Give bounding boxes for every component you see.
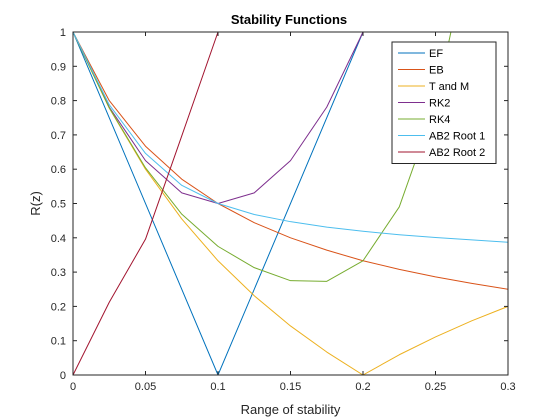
y-tick-label: 0.3 (51, 267, 66, 279)
legend-label: EB (429, 65, 444, 77)
series-layer (73, 32, 508, 375)
x-tick-label: 0.1 (210, 381, 225, 393)
legend-label: RK2 (429, 98, 450, 110)
chart-title: Stability Functions (231, 12, 347, 27)
x-tick-label: 0.15 (280, 381, 301, 393)
y-tick-label: 0.5 (51, 199, 66, 211)
x-tick-label: 0.05 (135, 381, 156, 393)
x-axis-label: Range of stability (241, 402, 341, 417)
y-tick-label: 0.9 (51, 61, 66, 73)
y-tick-label: 0 (60, 370, 66, 382)
x-tick-label: 0.25 (425, 381, 446, 393)
legend-label: T and M (429, 81, 469, 93)
y-tick-label: 0.6 (51, 164, 66, 176)
legend-label: AB2 Root 2 (429, 147, 485, 159)
legend-label: RK4 (429, 114, 450, 126)
series-line-1 (73, 32, 364, 375)
series-line-7 (73, 32, 219, 375)
x-axis-ticks: 0 0.05 0.1 0.15 0.2 0.25 0.3 (70, 32, 516, 393)
series-line-6 (73, 32, 508, 243)
y-tick-label: 0.7 (51, 130, 66, 142)
y-axis-label: R(z) (28, 191, 43, 216)
series-line-3 (73, 32, 508, 375)
x-tick-label: 0 (70, 381, 76, 393)
series-line-2 (73, 32, 508, 290)
y-tick-label: 0.2 (51, 301, 66, 313)
y-tick-label: 0.4 (51, 233, 66, 245)
y-axis-ticks: 0 0.1 0.2 0.3 0.4 0.5 0.6 0.7 0.8 0.9 1 (51, 27, 508, 382)
legend-label: EF (429, 48, 443, 60)
y-tick-label: 1 (60, 27, 66, 39)
x-tick-label: 0.2 (355, 381, 370, 393)
x-tick-label: 0.3 (500, 381, 515, 393)
y-tick-label: 0.8 (51, 96, 66, 108)
legend-label: AB2 Root 1 (429, 131, 485, 143)
legend: EF EB T and M RK2 RK4 AB2 Root 1 AB2 Root 2 (391, 41, 497, 164)
y-tick-label: 0.1 (51, 336, 66, 348)
